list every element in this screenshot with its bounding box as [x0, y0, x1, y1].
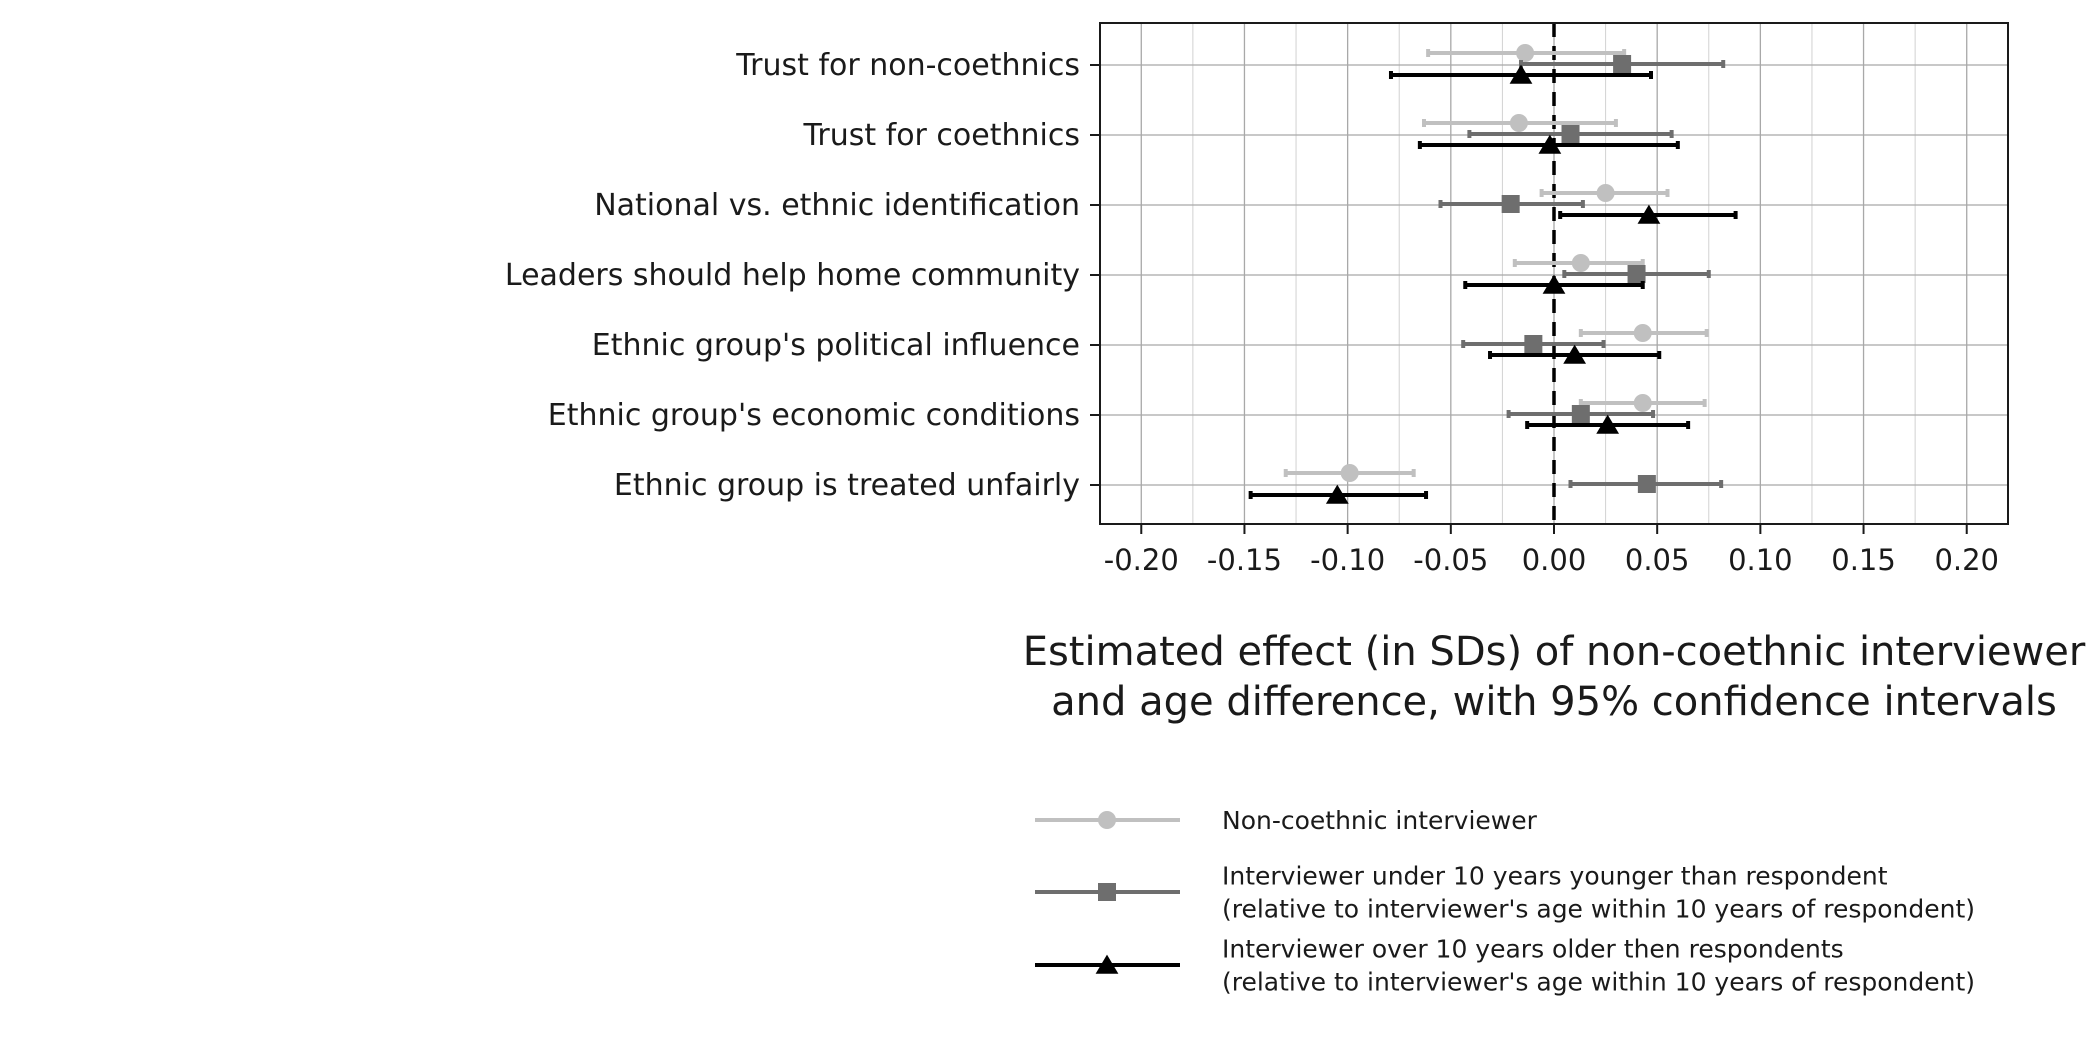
point-square [1627, 265, 1646, 283]
x-tick-label: 0.00 [1522, 543, 1587, 577]
legend-key-triangle [1095, 954, 1119, 974]
legend-item: Interviewer under 10 years younger than … [1035, 862, 1975, 924]
x-axis-title: Estimated effect (in SDs) of non-coethni… [1023, 629, 2086, 725]
point-square [1524, 335, 1543, 353]
point-triangle [1538, 134, 1562, 154]
category-label: Ethnic group is treated unfairly [614, 468, 1080, 503]
point-triangle [1509, 64, 1533, 84]
category-label: Ethnic group's economic conditions [548, 398, 1080, 433]
data-series [1248, 44, 1738, 504]
category-label: Leaders should help home community [505, 258, 1080, 293]
legend-label: Non-coethnic interviewer [1222, 806, 1538, 835]
legend-label: Interviewer over 10 years older then res… [1222, 935, 1844, 964]
legend-label: (relative to interviewer's age within 10… [1222, 968, 1975, 997]
point-circle [1340, 464, 1359, 482]
legend-item: Interviewer over 10 years older then res… [1035, 935, 1975, 997]
legend-label: Interviewer under 10 years younger than … [1222, 862, 1888, 891]
point-circle [1571, 254, 1590, 272]
x-tick-label: 0.10 [1728, 543, 1793, 577]
category-label: Ethnic group's political influence [592, 328, 1080, 363]
x-tick-label: 0.20 [1934, 543, 1999, 577]
point-square [1571, 405, 1590, 423]
point-triangle [1596, 414, 1620, 434]
y-axis: Trust for non-coethnics Trust for coethni… [505, 48, 1100, 503]
point-triangle [1325, 484, 1349, 504]
legend-key-circle [1098, 811, 1116, 829]
series-circle [1283, 44, 1709, 482]
category-label: Trust for non-coethnics [735, 48, 1080, 83]
x-axis-title-line: and age difference, with 95% confidence … [1051, 679, 2057, 725]
legend-item: Non-coethnic interviewer [1035, 806, 1538, 835]
point-circle [1596, 184, 1615, 202]
x-tick-label: 0.15 [1831, 543, 1896, 577]
point-square [1561, 125, 1580, 143]
point-triangle [1542, 274, 1566, 294]
point-square [1613, 55, 1632, 73]
legend: Non-coethnic interviewer Interviewer unde… [1035, 806, 1975, 997]
x-tick-label: -0.15 [1207, 543, 1282, 577]
point-square [1501, 195, 1520, 213]
category-label: National vs. ethnic identification [594, 188, 1080, 223]
point-circle [1633, 324, 1652, 342]
x-tick-label: -0.10 [1310, 543, 1385, 577]
series-square [1438, 55, 1726, 493]
point-circle [1516, 44, 1535, 62]
legend-key-square [1098, 883, 1116, 901]
x-axis: -0.20 -0.15 -0.10 -0.05 0.00 0.05 0.10 0.15 0.20 [1104, 524, 1999, 577]
series-triangle [1248, 64, 1738, 504]
point-circle [1509, 114, 1528, 132]
point-square [1637, 475, 1656, 493]
legend-label: (relative to interviewer's age within 10… [1222, 895, 1975, 924]
category-label: Trust for coethnics [802, 118, 1080, 153]
x-axis-title-line: Estimated effect (in SDs) of non-coethni… [1023, 629, 2086, 675]
x-tick-label: -0.05 [1413, 543, 1488, 577]
x-tick-label: 0.05 [1625, 543, 1690, 577]
point-triangle [1563, 344, 1587, 364]
x-tick-label: -0.20 [1104, 543, 1179, 577]
point-triangle [1637, 204, 1661, 224]
point-circle [1633, 394, 1652, 412]
